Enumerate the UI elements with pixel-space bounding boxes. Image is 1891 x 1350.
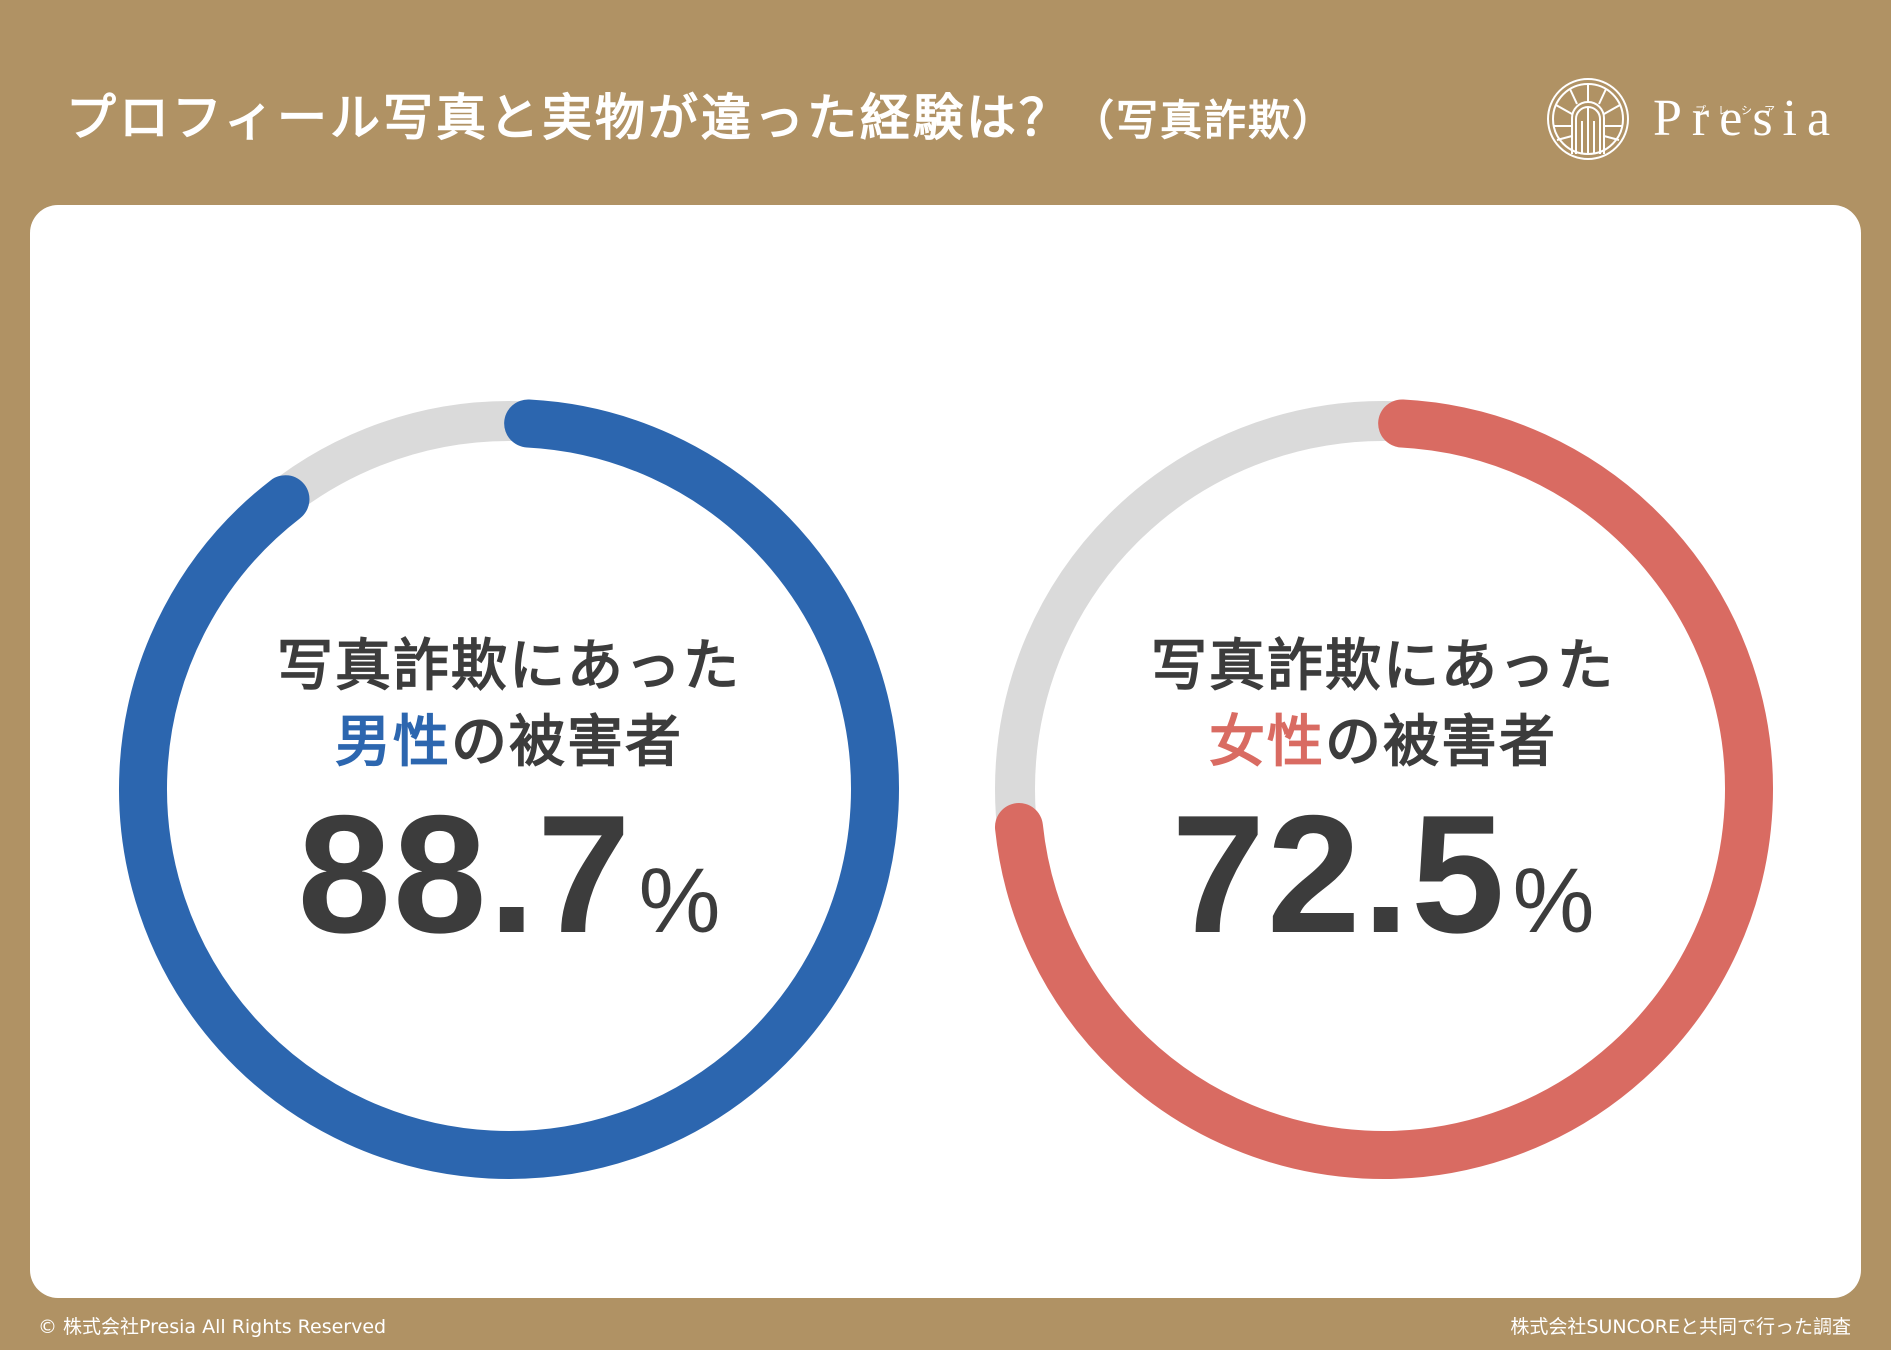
source-note: 株式会社SUNCOREと共同で行った調査 <box>1510 1316 1851 1338</box>
donut-label-rest: の被害者 <box>451 710 683 775</box>
window-arch-logo-icon <box>1547 77 1629 160</box>
percent-value: 72.5 <box>1171 780 1507 968</box>
content-card: 写真詐欺にあった 男性の被害者 88.7% 写真詐欺にあった 女性の被害者 72… <box>30 205 1861 1298</box>
female-donut-arc <box>993 399 1773 1180</box>
logo-kana: プレシア <box>1695 103 1787 117</box>
gender-highlight: 女性 <box>1209 710 1325 775</box>
donut-label-line2: 女性の被害者 <box>1209 705 1557 781</box>
gender-highlight: 男性 <box>335 710 451 775</box>
donut-value: 72.5% <box>1172 789 1595 1013</box>
donut-label-line1: 写真詐欺にあった <box>1151 634 1615 699</box>
male-donut-label: 写真詐欺にあった 男性の被害者 88.7% <box>109 389 909 1189</box>
female-donut-label: 写真詐欺にあった 女性の被害者 72.5% <box>983 389 1783 1189</box>
male-donut-chart: 写真詐欺にあった 男性の被害者 88.7% <box>109 389 909 1189</box>
percent-value: 88.7 <box>297 780 633 968</box>
donut-label-line1: 写真詐欺にあった <box>277 634 741 699</box>
title-subtitle: （写真詐欺） <box>1072 96 1337 145</box>
page-title: プロフィール写真と実物が違った経験は？（写真詐欺） <box>66 88 1336 151</box>
percent-unit: % <box>1512 850 1595 952</box>
female-donut-ring <box>993 399 1773 1180</box>
logo-wordmark: プレシア Presia <box>1653 89 1840 149</box>
male-donut-arc <box>118 399 899 1180</box>
male-donut-ring <box>118 399 899 1180</box>
donut-label-line2: 男性の被害者 <box>335 705 683 781</box>
copyright-text: © 株式会社Presia All Rights Reserved <box>38 1316 387 1338</box>
title-main: プロフィール写真と実物が違った経験は？ <box>66 89 1072 147</box>
presia-logo: プレシア Presia <box>1545 76 1840 161</box>
logo-text: Presia <box>1653 89 1841 147</box>
donut-value: 88.7% <box>298 789 721 1013</box>
percent-unit: % <box>638 850 721 952</box>
female-donut-chart: 写真詐欺にあった 女性の被害者 72.5% <box>983 389 1783 1189</box>
donut-label-rest: の被害者 <box>1325 710 1557 775</box>
